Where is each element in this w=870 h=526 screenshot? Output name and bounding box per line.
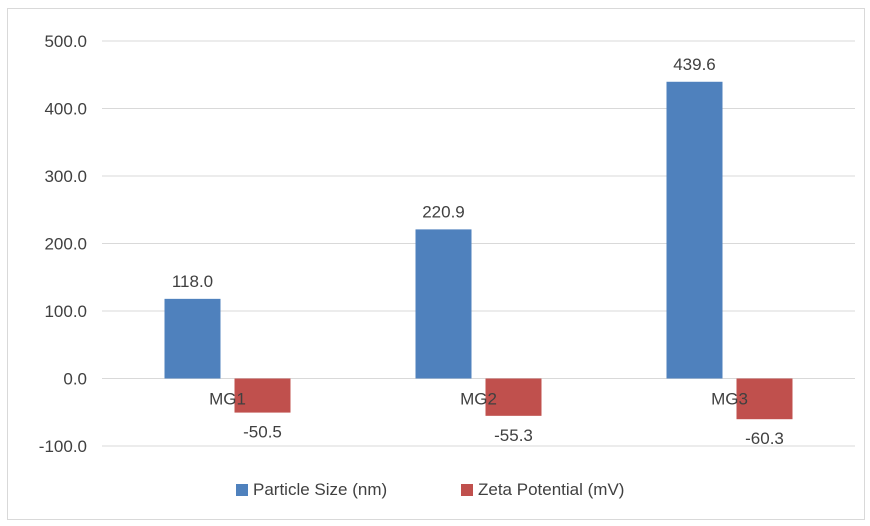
bar-zeta-potential — [485, 378, 542, 416]
x-category-label: MG2 — [460, 390, 497, 409]
legend-swatch — [461, 484, 473, 496]
bar-particle-size — [415, 229, 472, 379]
x-category-label: MG3 — [711, 390, 748, 409]
bar-zeta-potential — [234, 378, 291, 413]
y-tick-label: 0.0 — [63, 370, 87, 389]
data-label: -60.3 — [745, 429, 784, 448]
data-label: -55.3 — [494, 426, 533, 445]
x-category-label: MG1 — [209, 390, 246, 409]
data-label: 118.0 — [172, 272, 213, 291]
data-label: 439.6 — [673, 55, 716, 74]
y-tick-label: 300.0 — [44, 167, 87, 186]
bar-zeta-potential — [736, 378, 793, 420]
y-tick-label: 400.0 — [44, 100, 87, 119]
y-tick-label: 100.0 — [44, 302, 87, 321]
data-label: 220.9 — [422, 202, 465, 221]
y-tick-label: -100.0 — [39, 437, 87, 456]
legend-label: Zeta Potential (mV) — [478, 480, 624, 499]
data-label: -50.5 — [243, 423, 282, 442]
y-tick-label: 200.0 — [44, 235, 87, 254]
legend-label: Particle Size (nm) — [253, 480, 387, 499]
legend-swatch — [236, 484, 248, 496]
y-tick-label: 500.0 — [44, 32, 87, 51]
bar-particle-size — [164, 298, 221, 379]
bar-particle-size — [666, 81, 723, 379]
